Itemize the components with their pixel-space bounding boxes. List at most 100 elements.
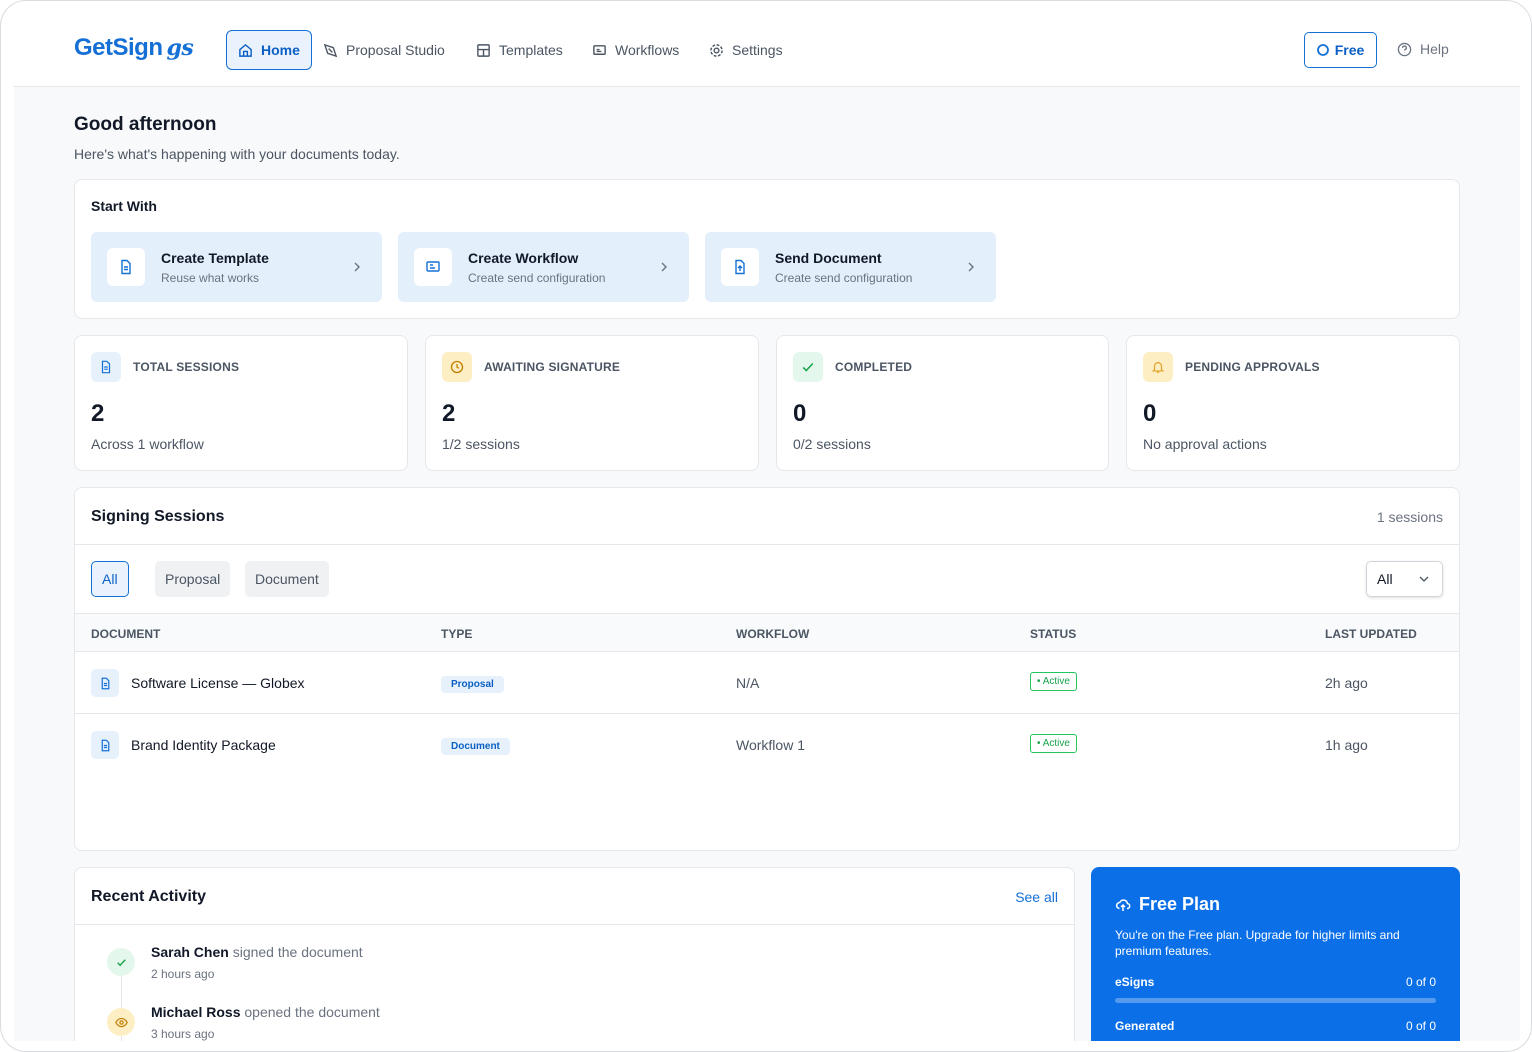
activity-actor: Sarah Chen: [151, 944, 229, 960]
meter-label: eSigns: [1115, 975, 1155, 989]
sessions-card: Signing Sessions 1 sessions All Proposal…: [74, 487, 1460, 851]
activity-title: Recent Activity: [91, 888, 206, 905]
table-header: [75, 613, 1459, 652]
meter: Generated 0 of 0: [1115, 1019, 1436, 1041]
activity-actor: Michael Ross: [151, 1004, 241, 1020]
stat-card: COMPLETED 0 0/2 sessions: [776, 335, 1109, 471]
stat-note: No approval actions: [1143, 436, 1267, 452]
last-updated: 2h ago: [1325, 675, 1368, 691]
top-nav: GetSign gs Home Proposal Studio Templates…: [14, 1, 1520, 87]
nav-label: Workflows: [615, 42, 680, 58]
activity-card: Recent Activity See all Sarah Chen signe…: [74, 867, 1075, 1041]
column-header: WORKFLOW: [736, 627, 810, 641]
status-badge: • Active: [1030, 672, 1077, 691]
nav-proposal[interactable]: Proposal Studio: [312, 30, 456, 70]
type-badge: Document: [441, 738, 510, 755]
stat-label: AWAITING SIGNATURE: [484, 360, 621, 374]
logo-text: GetSign: [74, 34, 163, 61]
plan-card: Free Plan You're on the Free plan. Upgra…: [1091, 867, 1460, 1041]
stat-value: 0: [793, 400, 807, 427]
stat-note: 0/2 sessions: [793, 436, 871, 452]
activity-action: signed the document: [232, 944, 363, 960]
tab[interactable]: Proposal: [155, 561, 231, 597]
nav-home[interactable]: Home: [226, 30, 312, 70]
column-header: DOCUMENT: [91, 627, 161, 641]
start-with-card: Start With Create Template Reuse what wor…: [74, 179, 1460, 319]
meter-label: Generated: [1115, 1019, 1175, 1033]
action-title: Create Template: [161, 249, 269, 266]
stat-value: 2: [442, 400, 456, 427]
filter-select[interactable]: All: [1366, 561, 1443, 597]
tab[interactable]: Document: [245, 561, 329, 597]
activity-icon: [107, 1008, 135, 1036]
see-all-link[interactable]: See all: [1015, 889, 1058, 905]
nav-label: Home: [261, 42, 300, 58]
stat-label: TOTAL SESSIONS: [133, 360, 240, 374]
action-card[interactable]: Send Document Create send configuration: [705, 232, 996, 302]
tab[interactable]: All: [91, 561, 129, 597]
table-row[interactable]: Software License — Globex Proposal N/A •…: [75, 652, 1459, 714]
meter-usage: 0 of 0: [1405, 975, 1436, 989]
status-badge: • Active: [1030, 734, 1077, 753]
stat-note: Across 1 workflow: [91, 436, 204, 452]
action-subtitle: Create send configuration: [468, 270, 606, 285]
status-label: Active: [1042, 676, 1070, 687]
stat-card: TOTAL SESSIONS 2 Across 1 workflow: [74, 335, 408, 471]
logo[interactable]: GetSign gs: [74, 34, 194, 62]
nav-label: Settings: [732, 42, 783, 58]
activity-time: 3 hours ago: [151, 1027, 215, 1041]
document-name: Brand Identity Package: [131, 737, 276, 753]
activity-time: 2 hours ago: [151, 967, 215, 981]
filter-value: All: [1377, 571, 1393, 587]
action-title: Create Workflow: [468, 249, 579, 266]
stat-value: 0: [1143, 400, 1157, 427]
meter-track: [1115, 998, 1436, 1003]
stat-label: PENDING APPROVALS: [1185, 360, 1320, 374]
divider: [75, 544, 1459, 545]
stat-note: 1/2 sessions: [442, 436, 520, 452]
activity-text: Michael Ross opened the document: [151, 1004, 380, 1020]
plan-button[interactable]: Free: [1304, 32, 1377, 68]
help-link[interactable]: Help: [1397, 41, 1449, 57]
last-updated: 1h ago: [1325, 737, 1368, 753]
timeline-line: [121, 962, 122, 1041]
nav-workflows[interactable]: Workflows: [581, 30, 690, 70]
stat-card: PENDING APPROVALS 0 No approval actions: [1126, 335, 1460, 471]
nav-label: Proposal Studio: [346, 42, 445, 58]
plan-title: Free Plan: [1139, 894, 1221, 914]
activity-icon: [107, 948, 135, 976]
logo-script: gs: [166, 35, 194, 61]
meter-usage: 0 of 0: [1405, 1019, 1436, 1033]
app: GetSign gs Home Proposal Studio Templates…: [14, 1, 1520, 1041]
action-card[interactable]: Create Workflow Create send configuration: [398, 232, 689, 302]
column-header: LAST UPDATED: [1325, 627, 1417, 641]
workflow: Workflow 1: [736, 737, 805, 753]
section-title: Start With: [91, 198, 157, 214]
nav-settings[interactable]: Settings: [698, 30, 794, 70]
greeting-title: Good afternoon: [74, 114, 217, 135]
plan-description: You're on the Free plan. Upgrade for hig…: [1115, 928, 1400, 958]
greeting-subtitle: Here's what's happening with your docume…: [74, 146, 400, 162]
action-title: Send Document: [775, 249, 882, 266]
stat-card: AWAITING SIGNATURE 2 1/2 sessions: [425, 335, 759, 471]
column-header: STATUS: [1030, 627, 1077, 641]
nav-label: Templates: [499, 42, 563, 58]
plan-button-label: Free: [1334, 42, 1365, 58]
sessions-title: Signing Sessions: [91, 508, 225, 525]
meter: eSigns 0 of 0: [1115, 975, 1436, 1003]
type-badge: Proposal: [441, 676, 504, 693]
sessions-count: 1 sessions: [1376, 509, 1443, 525]
stat-label: COMPLETED: [835, 360, 913, 374]
help-label: Help: [1420, 41, 1449, 57]
workflow: N/A: [736, 675, 760, 691]
document-name: Software License — Globex: [131, 675, 305, 691]
action-card[interactable]: Create Template Reuse what works: [91, 232, 382, 302]
nav-templates[interactable]: Templates: [465, 30, 574, 70]
status-label: Active: [1042, 738, 1070, 749]
stat-value: 2: [91, 400, 105, 427]
activity-text: Sarah Chen signed the document: [151, 944, 363, 960]
action-subtitle: Create send configuration: [775, 270, 913, 285]
table-row[interactable]: Brand Identity Package Document Workflow…: [75, 714, 1459, 776]
divider: [75, 924, 1074, 925]
